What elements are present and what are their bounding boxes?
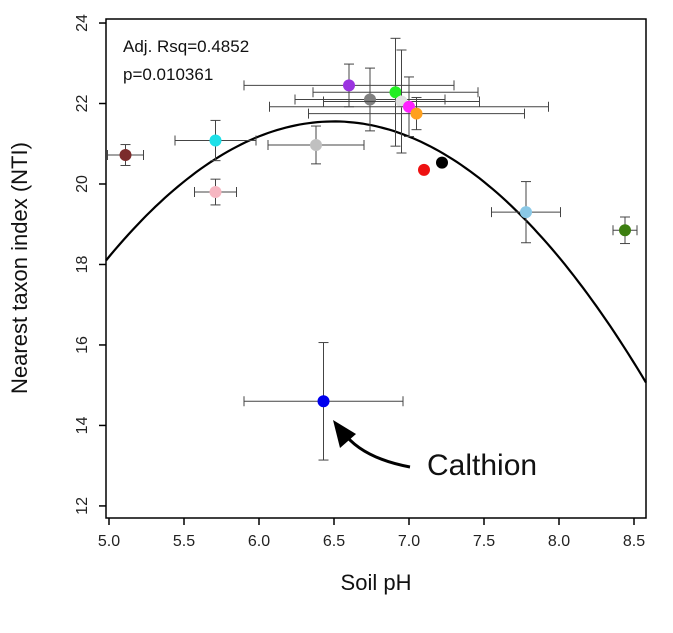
y-tick-label: 24 <box>74 14 91 32</box>
p-value-label: p=0.010361 <box>123 65 213 84</box>
axis-ticks: 5.0 5.5 6.0 6.5 7.0 7.5 8.0 8.5 12 14 16 18 20 22 24 <box>74 14 645 550</box>
point-marker <box>520 206 532 219</box>
annotation-arrowhead <box>333 420 356 448</box>
point-marker <box>343 79 355 92</box>
x-tick-label: 8.0 <box>548 533 570 550</box>
annotation-arrow <box>341 431 411 469</box>
x-tick-label: 7.0 <box>398 533 420 550</box>
y-tick-label: 22 <box>74 95 91 113</box>
y-tick-label: 18 <box>74 255 91 273</box>
point-marker <box>317 395 330 408</box>
data-point <box>418 163 430 176</box>
x-axis-title: Soil pH <box>341 570 412 595</box>
point-marker <box>364 93 376 106</box>
y-tick-label: 14 <box>74 416 91 434</box>
point-marker <box>410 107 423 120</box>
y-tick-label: 20 <box>74 175 91 193</box>
point-marker <box>310 138 322 151</box>
data-point <box>323 49 480 154</box>
point-marker <box>389 86 402 99</box>
data-points <box>107 37 638 461</box>
x-tick-label: 6.0 <box>248 533 270 550</box>
x-tick-label: 6.5 <box>323 533 345 550</box>
x-tick-label: 5.0 <box>98 533 120 550</box>
data-point <box>174 119 257 162</box>
plot-frame <box>105 18 647 519</box>
x-tick-label: 8.5 <box>623 533 645 550</box>
adj-rsq-label: Adj. Rsq=0.4852 <box>123 37 249 56</box>
data-point <box>491 181 561 244</box>
data-point <box>294 67 446 132</box>
data-point <box>308 96 525 131</box>
point-marker <box>619 224 631 237</box>
data-point <box>243 342 404 461</box>
point-marker <box>436 156 448 169</box>
data-point <box>312 37 479 147</box>
point-marker <box>209 134 222 147</box>
data-point <box>269 76 549 138</box>
calthion-label: Calthion <box>427 449 537 482</box>
data-point <box>436 156 448 169</box>
data-point <box>267 125 365 165</box>
data-point <box>243 63 455 108</box>
y-axis-title: Nearest taxon index (NTI) <box>7 142 32 394</box>
x-tick-label: 7.5 <box>473 533 495 550</box>
y-tick-label: 12 <box>74 497 91 515</box>
point-marker <box>209 186 222 199</box>
data-point <box>194 178 237 206</box>
point-marker <box>119 149 132 162</box>
point-marker <box>418 163 430 176</box>
data-point <box>612 216 638 245</box>
data-point <box>107 144 144 166</box>
y-tick-label: 16 <box>74 336 91 354</box>
x-tick-label: 5.5 <box>173 533 195 550</box>
quadratic-fit-curve <box>105 120 647 384</box>
